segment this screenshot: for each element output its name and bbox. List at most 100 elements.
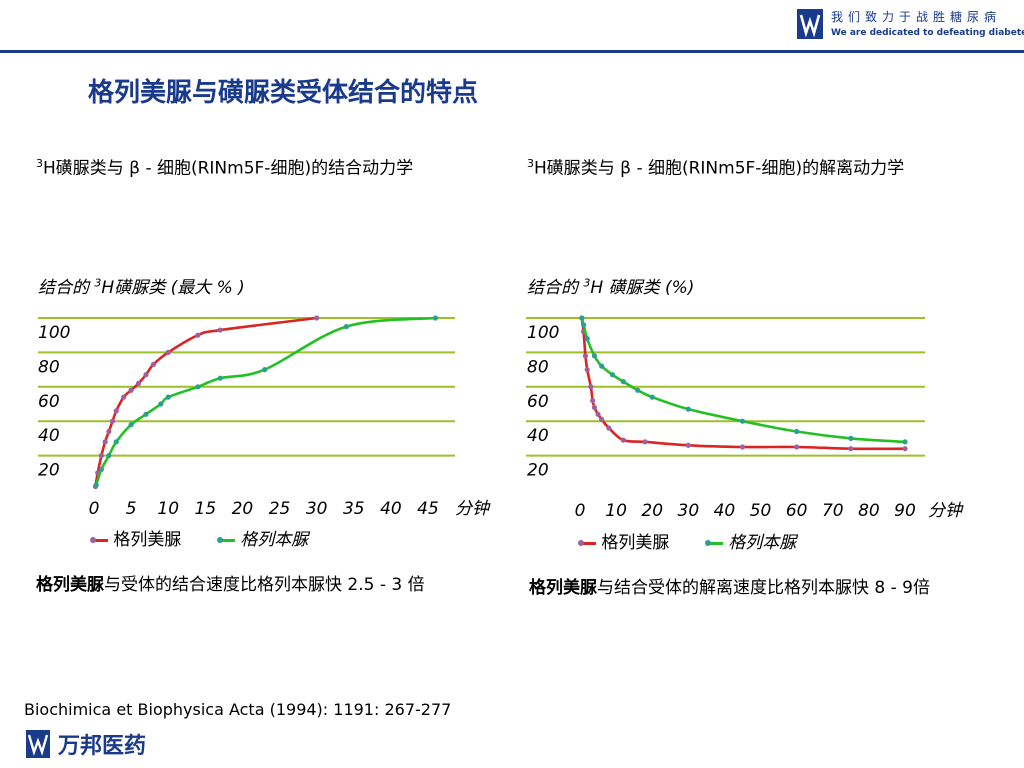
left-point-glimepiride-2 bbox=[98, 453, 105, 459]
right-legend-glimepiride-symbol bbox=[578, 538, 596, 548]
right-point-glimepiride-2 bbox=[582, 353, 589, 359]
right-legend: 格列美脲 格列本脲 bbox=[578, 528, 796, 553]
right-point-glyburide-6 bbox=[620, 379, 626, 385]
left-point-glimepiride-9 bbox=[135, 380, 142, 386]
left-legend-glimepiride: 格列美脲 bbox=[113, 530, 182, 550]
right-conclusion-bold: 格列美脲 bbox=[529, 578, 597, 598]
right-point-glyburide-10 bbox=[739, 418, 746, 424]
left-title-text: H磺脲类与 β - 细胞(RINm5F-细胞)的结合动力学 bbox=[43, 158, 414, 179]
left-point-glimepiride-13 bbox=[195, 332, 201, 338]
left-point-glyburide-9 bbox=[217, 375, 223, 381]
left-point-glimepiride-12 bbox=[165, 349, 171, 355]
left-legend: 格列美脲 格列本脲 bbox=[90, 525, 308, 550]
left-y-tick-60: 60 bbox=[38, 392, 60, 412]
right-x-tick-70: 70 bbox=[822, 501, 844, 521]
left-x-tick-5: 5 bbox=[126, 499, 137, 519]
right-y-tick-80: 80 bbox=[527, 357, 549, 377]
right-curve-glimepiride bbox=[580, 317, 906, 451]
right-x-tick-50: 50 bbox=[750, 501, 772, 521]
left-y-tick-100: 100 bbox=[38, 323, 70, 343]
left-panel-title: 3H磺脲类与 β - 细胞(RINm5F-细胞)的结合动力学 bbox=[36, 150, 476, 183]
right-point-glimepiride-6 bbox=[591, 404, 598, 411]
left-y-tick-80: 80 bbox=[38, 357, 60, 377]
left-curve-glimepiride bbox=[94, 316, 317, 487]
right-panel-title: 3H磺脲类与 β - 细胞(RINm5F-细胞)的解离动力学 bbox=[527, 150, 967, 183]
left-point-glyburide-0 bbox=[93, 482, 99, 488]
right-point-glimepiride-3 bbox=[584, 367, 590, 373]
left-point-glyburide-8 bbox=[195, 384, 201, 390]
right-x-tick-30: 30 bbox=[678, 501, 700, 521]
left-point-glyburide-6 bbox=[158, 401, 164, 407]
right-conclusion: 格列美脲与结合受体的解离速度比格列本脲快 8 - 9倍 bbox=[529, 575, 969, 602]
left-point-glimepiride-15 bbox=[314, 315, 320, 321]
left-point-glimepiride-6 bbox=[113, 408, 119, 414]
header-divider bbox=[0, 50, 1024, 53]
brand-slogan-cn: 我们致力于战胜糖尿病 bbox=[831, 10, 1002, 24]
left-x-unit: 分钟 bbox=[455, 499, 491, 519]
right-point-glyburide-1 bbox=[581, 322, 587, 328]
right-point-glyburide-2 bbox=[584, 336, 590, 342]
page-title: 格列美脲与磺脲类受体结合的特点 bbox=[88, 78, 479, 108]
right-point-glyburide-12 bbox=[848, 435, 854, 441]
left-x-tick-0: 0 bbox=[89, 499, 100, 519]
right-y-tick-100: 100 bbox=[527, 323, 559, 343]
left-point-glyburide-12 bbox=[432, 315, 439, 321]
right-point-glimepiride-5 bbox=[590, 397, 596, 404]
left-legend-glyburide-symbol bbox=[216, 535, 235, 545]
right-legend-glimepiride: 格列美脲 bbox=[601, 533, 670, 553]
company-name: 万邦医药 bbox=[58, 734, 147, 759]
left-x-tick-25: 25 bbox=[269, 499, 291, 519]
left-legend-glimepiride-symbol bbox=[90, 535, 108, 545]
left-conclusion-rest: 与受体的结合速度比格列本脲快 2.5 - 3 倍 bbox=[104, 575, 425, 595]
right-x-tick-40: 40 bbox=[714, 501, 736, 521]
right-legend-glyburide-symbol bbox=[704, 538, 723, 548]
right-point-glimepiride-7 bbox=[595, 411, 601, 417]
left-point-glimepiride-10 bbox=[143, 372, 149, 378]
left-point-glyburide-7 bbox=[165, 394, 171, 400]
left-conclusion: 格列美脲与受体的结合速度比格列本脲快 2.5 - 3 倍 bbox=[36, 572, 476, 599]
right-ylabel-sup: 3 bbox=[583, 276, 591, 290]
left-x-tick-45: 45 bbox=[417, 499, 439, 519]
right-point-glyburide-11 bbox=[794, 428, 800, 435]
right-point-glyburide-13 bbox=[902, 439, 908, 445]
right-point-glimepiride-13 bbox=[739, 444, 746, 450]
right-point-glyburide-7 bbox=[635, 387, 641, 393]
right-dissociation-chart: 20 40 60 80 100 0 10 20 30 40 50 60 70 80 90 分钟 bbox=[526, 315, 964, 521]
right-point-glimepiride-14 bbox=[794, 444, 800, 450]
left-point-glyburide-5 bbox=[143, 411, 149, 417]
left-x-tick-40: 40 bbox=[380, 499, 402, 519]
right-conclusion-rest: 与结合受体的解离速度比格列本脲快 8 - 9倍 bbox=[597, 578, 930, 598]
right-point-glimepiride-10 bbox=[620, 437, 626, 443]
right-point-glyburide-5 bbox=[609, 372, 616, 378]
left-point-glimepiride-8 bbox=[128, 387, 134, 393]
left-point-glimepiride-11 bbox=[150, 361, 156, 368]
left-point-glyburide-11 bbox=[343, 324, 349, 330]
left-x-tick-10: 10 bbox=[157, 499, 179, 519]
left-point-glyburide-4 bbox=[128, 422, 134, 428]
left-point-glimepiride-5 bbox=[109, 418, 116, 424]
right-point-glimepiride-8 bbox=[599, 416, 605, 423]
left-point-glyburide-2 bbox=[106, 453, 112, 459]
right-point-glimepiride-11 bbox=[642, 439, 648, 445]
left-point-glyburide-10 bbox=[262, 367, 268, 373]
right-title-text: H磺脲类与 β - 细胞(RINm5F-细胞)的解离动力学 bbox=[534, 158, 905, 179]
citation: Biochimica et Biophysica Acta (1994): 11… bbox=[24, 700, 452, 719]
right-ylabel-pre: 结合的 bbox=[527, 278, 584, 298]
left-point-glyburide-3 bbox=[113, 439, 119, 445]
right-x-tick-20: 20 bbox=[641, 501, 663, 521]
right-x-tick-80: 80 bbox=[858, 501, 880, 521]
right-legend-glyburide: 格列本脲 bbox=[728, 533, 797, 553]
left-point-glimepiride-3 bbox=[102, 439, 108, 445]
right-y-tick-20: 20 bbox=[527, 461, 549, 481]
left-x-tick-15: 15 bbox=[195, 499, 217, 519]
left-ylabel-sup: 3 bbox=[94, 276, 102, 290]
right-point-glimepiride-16 bbox=[902, 446, 908, 452]
right-ylabel-post: H 磺脲类 (%) bbox=[590, 278, 695, 298]
left-x-tick-35: 35 bbox=[343, 499, 365, 519]
left-ylabel-post: H磺脲类 (最大 % ) bbox=[101, 278, 245, 298]
left-conclusion-bold: 格列美脲 bbox=[36, 575, 104, 595]
right-point-glyburide-8 bbox=[649, 394, 655, 400]
left-x-tick-20: 20 bbox=[232, 499, 254, 519]
left-y-tick-40: 40 bbox=[38, 426, 60, 446]
right-x-unit: 分钟 bbox=[928, 501, 964, 521]
